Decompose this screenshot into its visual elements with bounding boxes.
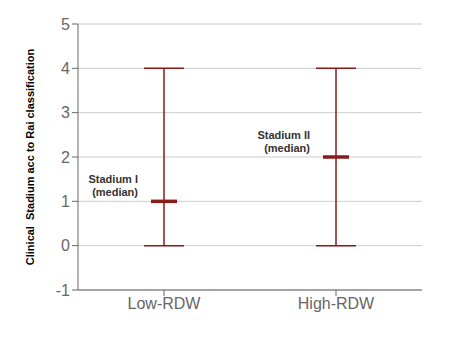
svg-text:5: 5 [61,16,70,33]
svg-text:1: 1 [61,193,70,210]
svg-text:Stadium I(median): Stadium I(median) [88,173,138,198]
svg-text:-1: -1 [56,282,70,299]
svg-text:3: 3 [61,104,70,121]
svg-text:Clinical Stadium acc to Rai c: Clinical Stadium acc to Rai classificati… [24,49,36,266]
svg-text:Low-RDW: Low-RDW [128,295,202,312]
svg-text:0: 0 [61,237,70,254]
svg-text:2: 2 [61,149,70,166]
svg-text:4: 4 [61,60,70,77]
svg-text:Stadium II(median): Stadium II(median) [257,129,310,154]
svg-text:High-RDW: High-RDW [298,295,375,312]
